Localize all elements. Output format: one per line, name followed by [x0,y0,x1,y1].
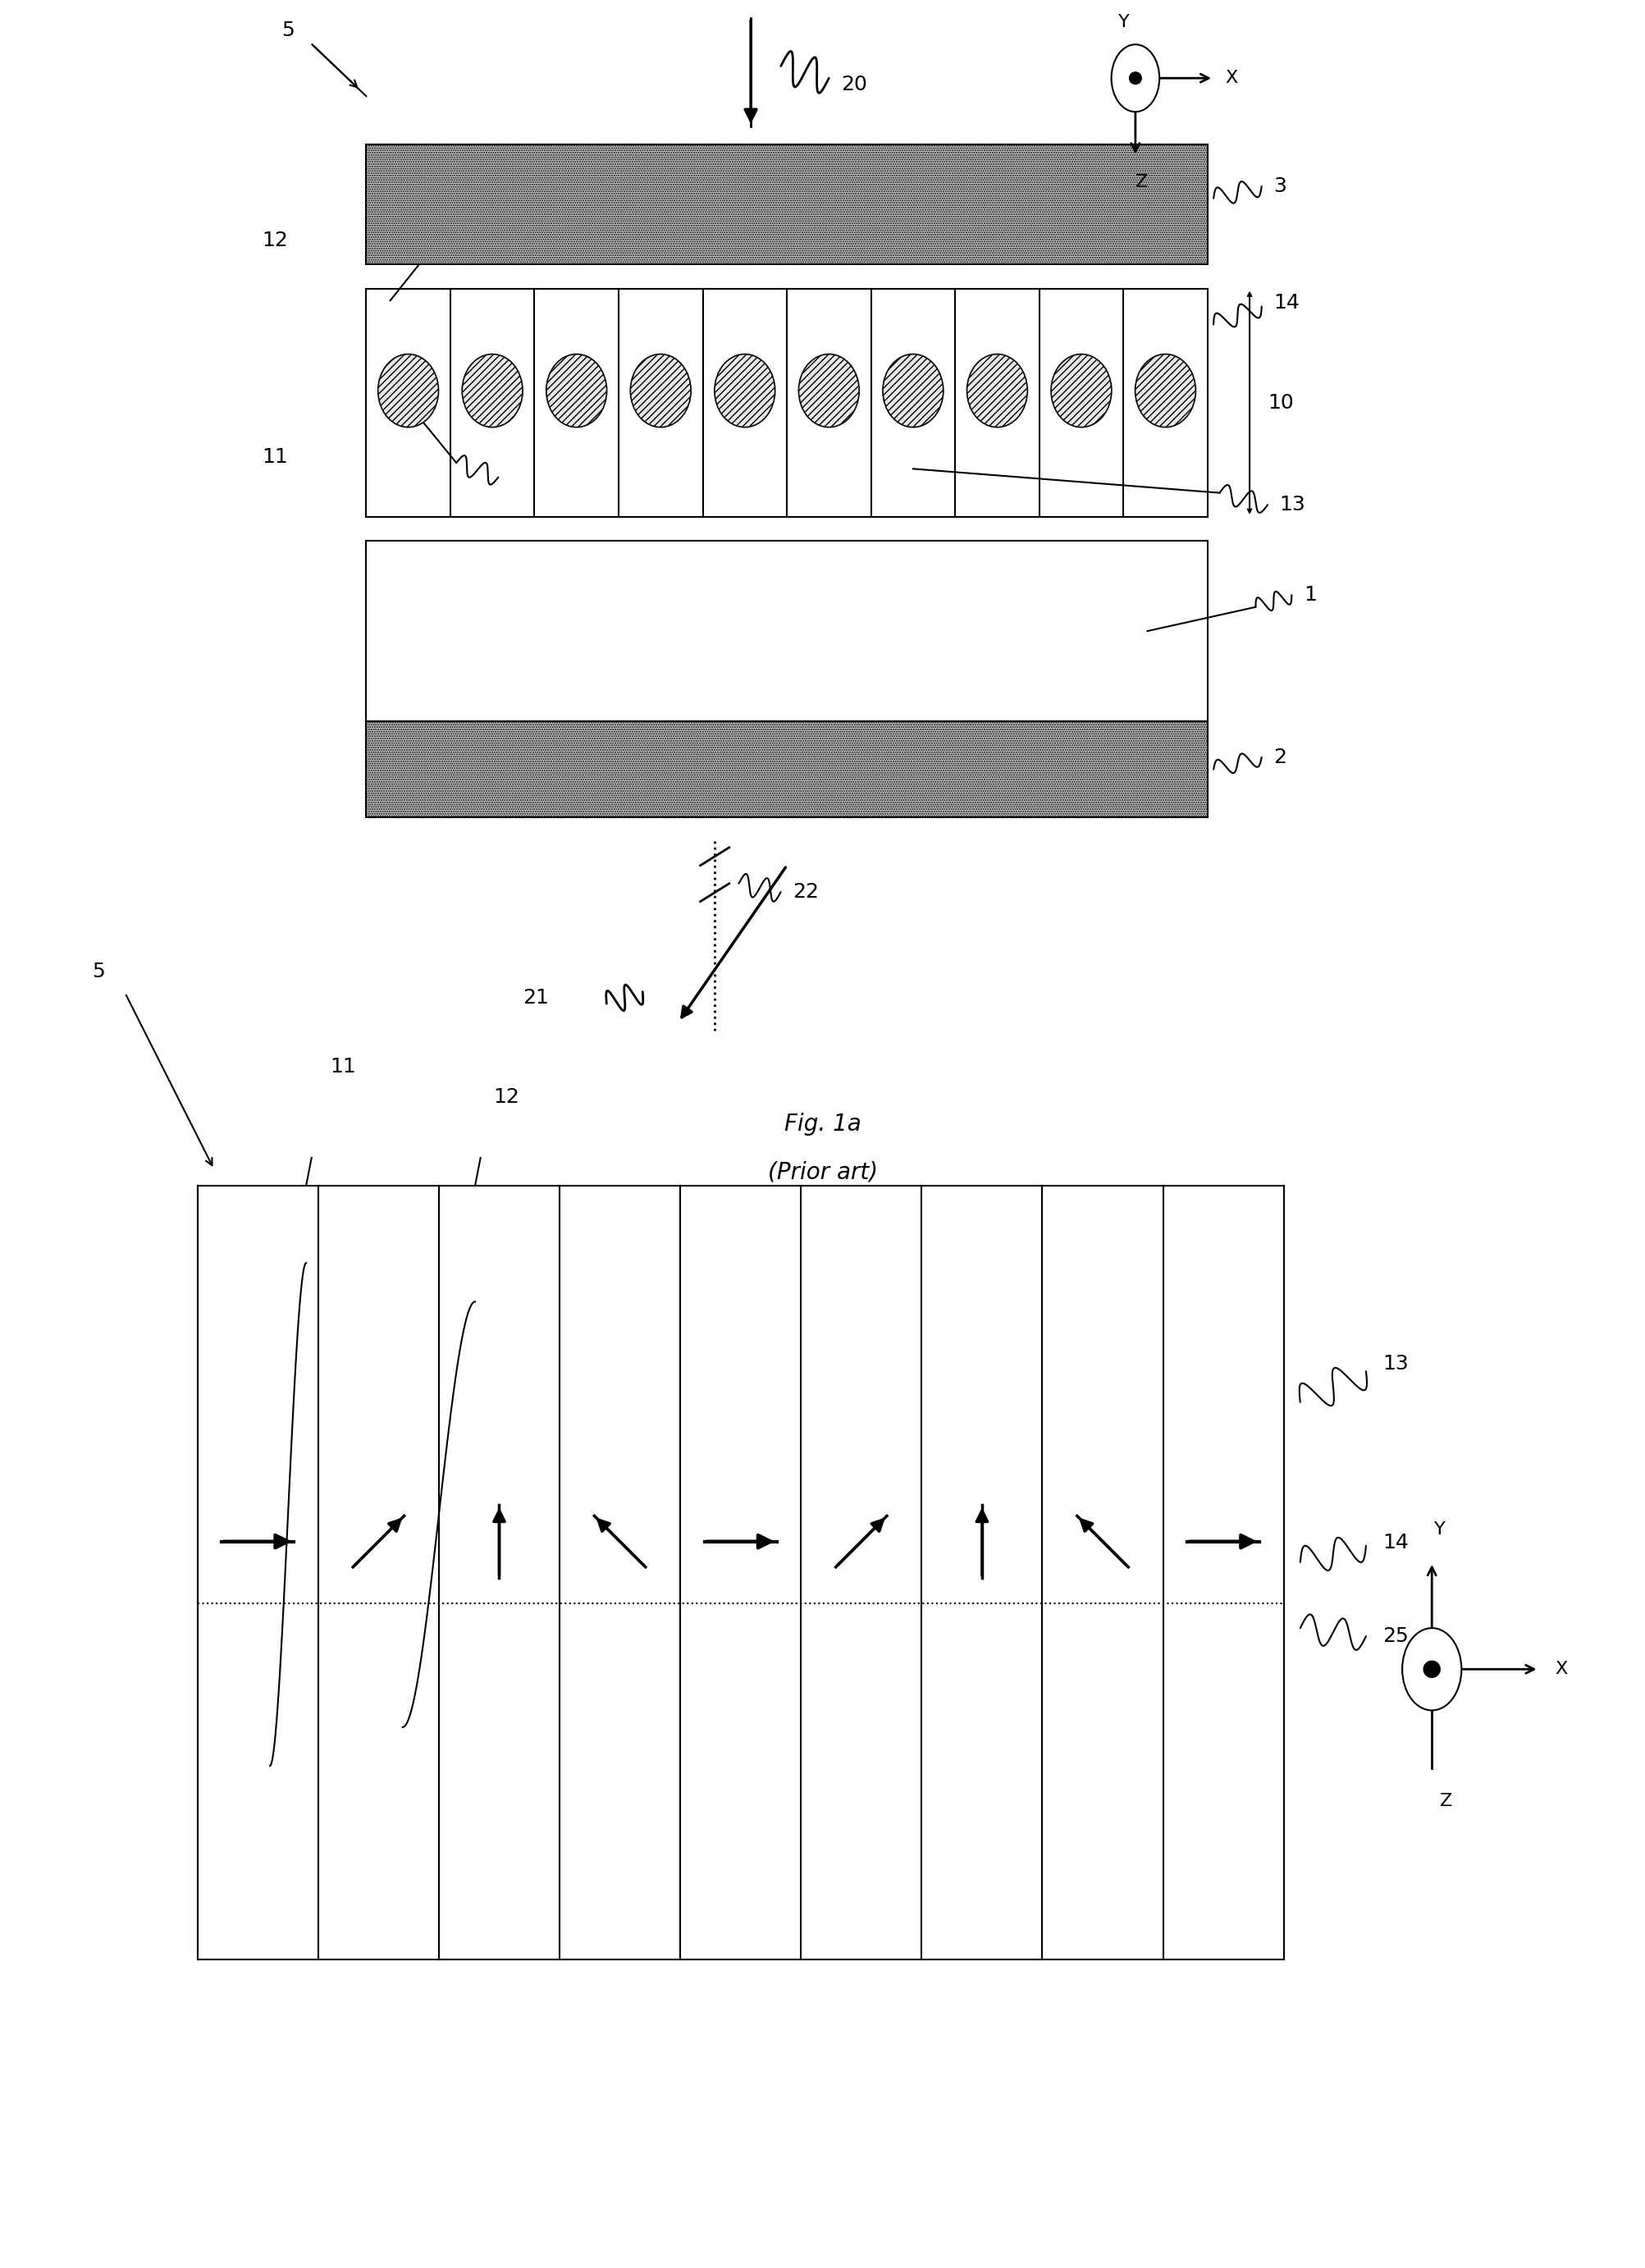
Text: 14: 14 [1382,1533,1408,1551]
Ellipse shape [966,354,1026,426]
Text: Z: Z [1439,1792,1453,1810]
Text: X: X [1226,70,1237,86]
Text: 5: 5 [92,962,105,982]
Text: 2: 2 [1273,748,1286,767]
Ellipse shape [546,354,607,426]
Text: Z: Z [1135,175,1147,191]
Bar [365,288,1207,517]
Ellipse shape [1051,354,1110,426]
Text: 12: 12 [494,1089,520,1107]
Text: (Prior art): (Prior art) [768,1161,877,1184]
Ellipse shape [1402,1628,1461,1710]
Ellipse shape [714,354,775,426]
Bar [365,145,1207,265]
Bar [365,721,1207,816]
Ellipse shape [378,354,438,426]
Ellipse shape [462,354,523,426]
Ellipse shape [1135,354,1196,426]
Ellipse shape [798,354,859,426]
Text: 25: 25 [1382,1626,1408,1647]
Text: 12: 12 [262,231,288,249]
Text: Y: Y [1117,14,1128,29]
Text: 10: 10 [1267,392,1293,413]
Circle shape [1423,1660,1439,1678]
Text: 11: 11 [262,447,288,467]
Ellipse shape [630,354,691,426]
Text: 21: 21 [521,989,548,1007]
Text: 13: 13 [1382,1354,1408,1374]
Bar [197,1186,1283,1960]
Text: 5: 5 [281,20,294,41]
Text: X: X [1555,1660,1568,1678]
Circle shape [1128,73,1142,84]
Text: Y: Y [1434,1522,1444,1538]
Text: 20: 20 [841,75,867,93]
Ellipse shape [1110,45,1158,111]
Bar [365,542,1207,721]
Text: 13: 13 [1280,494,1304,515]
Text: Fig. 1a: Fig. 1a [785,1111,860,1136]
Text: 22: 22 [793,882,819,903]
Text: 14: 14 [1273,293,1300,313]
Text: 3: 3 [1273,177,1286,195]
Ellipse shape [882,354,943,426]
Text: 1: 1 [1303,585,1316,606]
Text: 11: 11 [331,1057,355,1077]
